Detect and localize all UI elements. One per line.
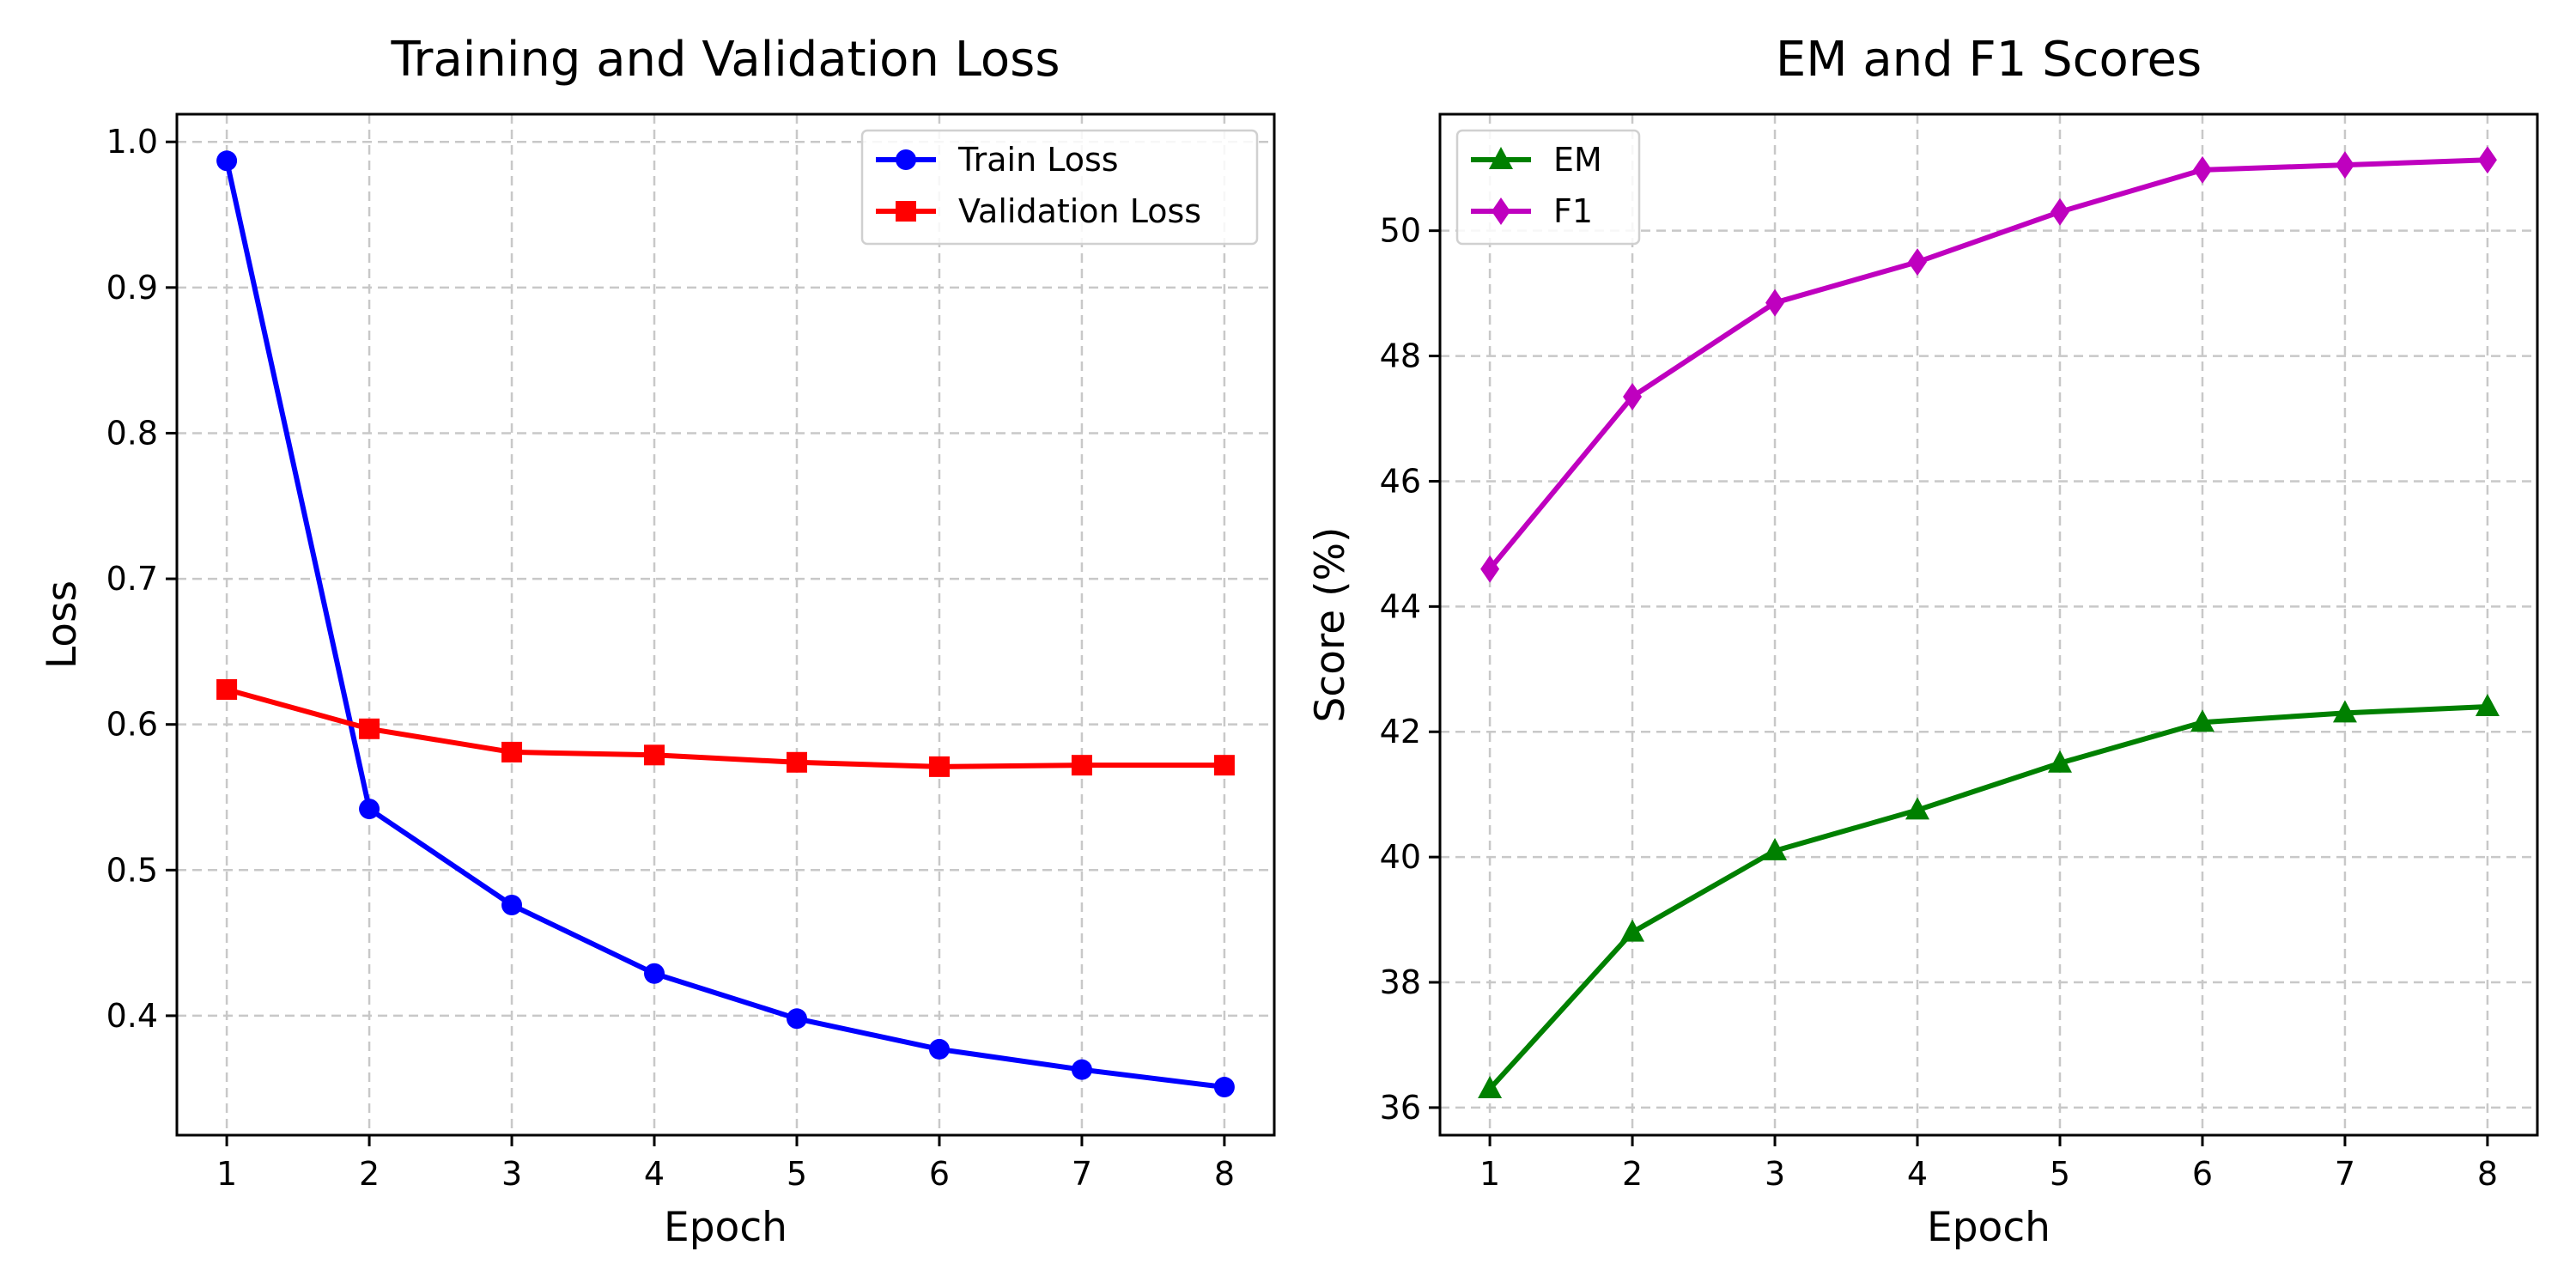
series-line-0 [224,160,1225,1091]
x-tick-label: 1 [1479,1155,1500,1193]
y-tick-label: 0.7 [106,560,158,598]
data-point [1623,382,1643,410]
data-point [2335,151,2354,179]
y-tick-label: 44 [1380,587,1421,625]
x-tick-label: 1 [216,1155,237,1193]
y-tick-label: 50 [1380,212,1421,250]
data-point [501,741,523,762]
data-point [1620,919,1645,942]
x-tick-label: 8 [1214,1155,1235,1193]
legend-label: Train Loss [957,141,1119,179]
data-point [1071,1059,1092,1080]
legend: EM F1 [1455,129,1641,246]
x-tick-label: 7 [2335,1155,2355,1193]
data-point [501,895,523,916]
legend-swatch-marker [1492,197,1510,225]
scores-chart: 1 2 3 4 5 6 7 8 36 38 40 42 44 46 48 50 EM and F1 Scores… [1307,32,2539,1251]
data-point [1480,555,1500,583]
y-tick-label: 40 [1380,838,1421,876]
data-point [1765,289,1785,317]
data-point [1908,248,1928,276]
data-point [1905,797,1930,820]
data-point [2332,700,2357,723]
plot-frame [175,112,1276,1137]
y-tick-label: 42 [1380,713,1421,750]
x-tick-label: 4 [1907,1155,1928,1193]
y-tick-label: 0.5 [106,851,158,889]
data-point [928,1038,950,1060]
data-point [644,963,665,984]
plot-frame [1438,112,2539,1137]
data-point [1763,837,1788,860]
data-point [1213,1077,1235,1098]
data-point [1071,755,1092,776]
data-point [2192,155,2212,184]
x-tick-label: 5 [787,1155,807,1193]
x-tick-label: 3 [1765,1155,1785,1193]
legend-box [860,129,1259,246]
x-tick-label: 6 [2192,1155,2213,1193]
legend-swatch-marker [896,201,916,222]
y-tick-label: 0.9 [106,269,158,307]
data-point [216,150,238,172]
x-axis-label: Epoch [1927,1204,2050,1251]
legend-label: EM [1553,141,1602,179]
data-point [2477,146,2497,174]
x-tick-label: 2 [359,1155,380,1193]
series-line-0 [1487,704,2488,1091]
legend-label: Validation Loss [958,192,1201,230]
y-tick-label: 1.0 [106,123,158,161]
y-tick-label: 36 [1380,1089,1421,1127]
series-line-1 [226,687,1224,769]
x-tick-label: 2 [1622,1155,1643,1193]
y-tick-label: 48 [1380,337,1421,375]
data-point [928,756,950,777]
loss-chart: 1 2 3 4 5 6 7 8 0.4 0.5 0.6 0.7 0.8 0.9 1.0 Training an… [39,32,1276,1251]
data-point [786,751,807,773]
x-axis-label: Epoch [664,1204,787,1251]
data-point [216,678,238,700]
legend-swatch-marker [896,149,916,170]
chart-title: EM and F1 Scores [1776,32,2202,88]
legend-swatch-marker [1489,147,1513,169]
data-point [359,799,380,820]
legend-box [1455,129,1641,246]
y-tick-label: 0.6 [106,706,158,744]
data-point [1213,755,1235,776]
y-tick-label: 0.8 [106,414,158,452]
y-axis-label: Loss [39,580,86,669]
y-tick-label: 46 [1380,462,1421,500]
data-point [2475,694,2500,717]
x-tick-label: 8 [2477,1155,2498,1193]
x-tick-label: 7 [1072,1155,1092,1193]
x-tick-label: 4 [644,1155,665,1193]
y-tick-label: 0.4 [106,997,158,1035]
x-tick-label: 3 [501,1155,522,1193]
x-tick-label: 6 [929,1155,950,1193]
legend-label: F1 [1553,192,1593,230]
legend: Train Loss Validation Loss [860,129,1259,246]
data-point [786,1008,807,1030]
x-tick-label: 5 [2050,1155,2070,1193]
data-point [1478,1076,1503,1099]
data-point [2050,197,2069,226]
data-point [359,718,380,739]
data-point [2047,750,2072,773]
data-point [2190,709,2215,732]
data-point [644,744,665,766]
y-tick-label: 38 [1380,963,1421,1001]
y-axis-label: Score (%) [1307,527,1354,723]
chart-title: Training and Validation Loss [390,32,1060,88]
series-line-1 [1487,157,2488,571]
